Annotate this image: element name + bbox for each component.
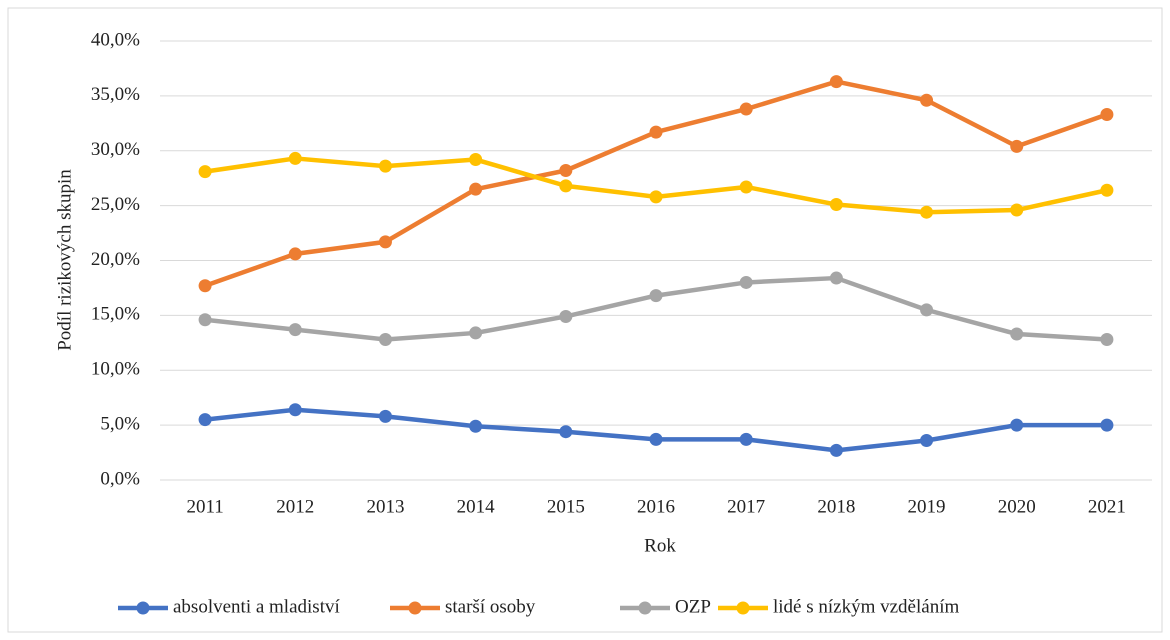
data-point <box>1100 108 1114 122</box>
data-point <box>920 93 934 107</box>
y-tick-label: 30,0% <box>91 139 140 160</box>
data-point <box>198 279 212 293</box>
data-point <box>1100 418 1114 432</box>
data-point <box>829 75 843 89</box>
data-point <box>378 409 392 423</box>
legend-marker <box>408 601 422 615</box>
data-point <box>649 289 663 303</box>
y-tick-label: 15,0% <box>91 304 140 325</box>
data-point <box>198 165 212 179</box>
data-point <box>469 153 483 167</box>
data-point <box>649 125 663 139</box>
data-point <box>559 425 573 439</box>
chart-border <box>7 7 1163 633</box>
legend-marker <box>638 601 652 615</box>
x-tick-label: 2020 <box>998 496 1036 517</box>
data-point <box>469 419 483 433</box>
data-point <box>288 151 302 165</box>
x-tick-label: 2011 <box>186 496 223 517</box>
data-point <box>288 403 302 417</box>
data-point <box>829 198 843 212</box>
data-point <box>288 323 302 337</box>
data-point <box>1010 418 1024 432</box>
data-point <box>469 182 483 196</box>
data-point <box>829 443 843 457</box>
data-point <box>198 413 212 427</box>
legend-marker <box>736 601 750 615</box>
y-axis-label: Podíl rizikových skupin <box>54 169 75 351</box>
y-tick-label: 5,0% <box>100 413 140 434</box>
data-point <box>378 333 392 347</box>
data-point <box>920 303 934 317</box>
data-point <box>288 247 302 261</box>
data-point <box>829 271 843 285</box>
x-tick-label: 2017 <box>727 496 765 517</box>
y-tick-label: 40,0% <box>91 29 140 50</box>
data-point <box>1010 327 1024 341</box>
data-point <box>1100 333 1114 347</box>
legend-label: starší osoby <box>445 596 536 617</box>
data-point <box>1100 183 1114 197</box>
x-tick-label: 2019 <box>908 496 946 517</box>
legend-marker <box>136 601 150 615</box>
data-point <box>559 179 573 193</box>
data-point <box>739 180 753 194</box>
y-tick-label: 10,0% <box>91 359 140 380</box>
data-point <box>469 326 483 340</box>
data-point <box>559 309 573 323</box>
legend-label: absolventi a mladiství <box>173 596 340 617</box>
data-point <box>1010 139 1024 153</box>
x-tick-label: 2016 <box>637 496 675 517</box>
data-point <box>1010 203 1024 217</box>
x-tick-label: 2015 <box>547 496 585 517</box>
y-tick-label: 20,0% <box>91 249 140 270</box>
data-point <box>198 313 212 327</box>
data-point <box>559 164 573 178</box>
x-axis-label: Rok <box>644 535 676 556</box>
x-tick-label: 2012 <box>276 496 314 517</box>
x-tick-label: 2018 <box>817 496 855 517</box>
data-point <box>739 102 753 116</box>
x-tick-label: 2021 <box>1088 496 1126 517</box>
y-tick-label: 0,0% <box>100 468 140 489</box>
legend-label: OZP <box>675 596 711 617</box>
data-point <box>378 235 392 249</box>
y-tick-label: 25,0% <box>91 194 140 215</box>
x-tick-label: 2013 <box>366 496 404 517</box>
x-tick-label: 2014 <box>457 496 496 517</box>
data-point <box>378 159 392 173</box>
y-tick-label: 35,0% <box>91 84 140 105</box>
data-point <box>739 432 753 446</box>
data-point <box>920 433 934 447</box>
data-point <box>739 275 753 289</box>
data-point <box>649 432 663 446</box>
data-point <box>920 205 934 219</box>
legend-label: lidé s nízkým vzděláním <box>773 596 959 617</box>
data-point <box>649 190 663 204</box>
